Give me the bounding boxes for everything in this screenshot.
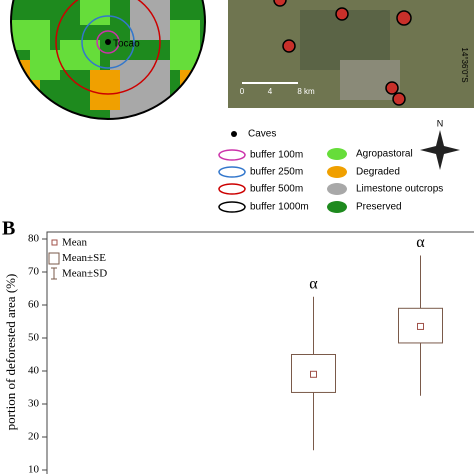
y-tick-label: 40: [28, 365, 40, 377]
scale-label: 0: [240, 87, 245, 96]
map-label: Tocao: [113, 39, 140, 50]
legend-symbol: [48, 252, 60, 265]
y-tick-label: 20: [28, 431, 40, 443]
se-box: [291, 354, 336, 393]
annotation: α: [416, 234, 425, 251]
y-tick-label: 50: [28, 332, 40, 344]
legend-label: Mean±SE: [62, 252, 106, 264]
legend-label: buffer 1000m: [250, 202, 309, 213]
se-box: [398, 307, 443, 344]
legend-label: Mean: [62, 237, 88, 249]
y-tick-label: 70: [28, 266, 40, 278]
legend-label: Agropastoral: [356, 149, 413, 160]
legend-label: buffer 100m: [250, 150, 303, 161]
y-tick-label: 80: [28, 233, 40, 245]
panel-label: B: [2, 218, 15, 240]
north-label: N: [437, 118, 444, 128]
legend-label: Degraded: [356, 167, 400, 178]
scale-label: 4: [268, 87, 273, 96]
land-cover-map: [11, 0, 205, 119]
y-tick-label: 30: [28, 398, 40, 410]
coordinate-label: 14°36'0"S: [460, 47, 469, 82]
legend-label: buffer 250m: [250, 167, 303, 178]
legend-label: Mean±SD: [62, 268, 107, 280]
scale-label: 8 km: [297, 87, 315, 96]
legend-label: buffer 500m: [250, 184, 303, 195]
legend-symbol: [51, 239, 58, 246]
legend-label: Caves: [248, 129, 276, 140]
mean-marker: [310, 370, 317, 378]
y-axis-label: portion of deforested area (%): [3, 274, 18, 431]
y-tick-label: 60: [28, 299, 40, 311]
legend-symbol: [51, 267, 57, 280]
legend-label: Limestone outcrops: [356, 184, 443, 195]
annotation: α: [309, 275, 318, 292]
y-tick-label: 10: [28, 464, 40, 474]
plot-frame: [46, 231, 474, 474]
mean-marker: [417, 322, 424, 330]
legend-label: Preserved: [356, 202, 402, 213]
